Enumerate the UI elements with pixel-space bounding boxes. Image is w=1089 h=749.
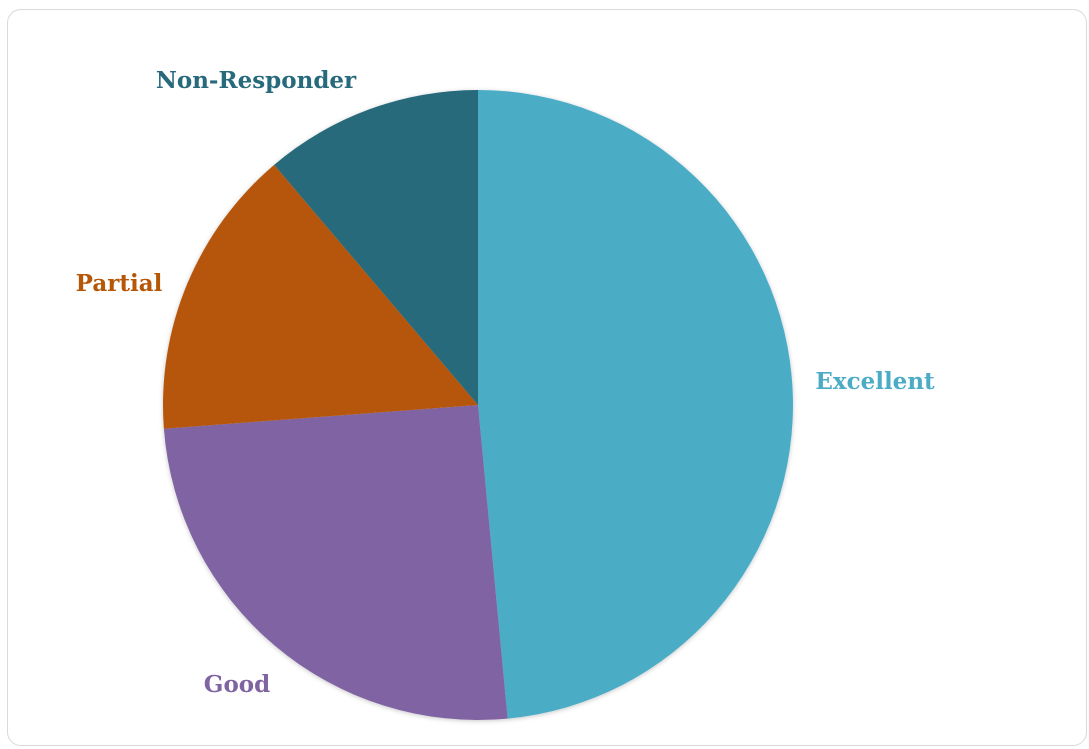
pie-slice-partial — [162, 164, 478, 429]
slice-label-excellent: Excellent — [815, 368, 935, 395]
pie-slices — [162, 90, 793, 720]
pie-labels: Excellent Good Partial Non-Responder — [76, 67, 935, 698]
pie-slice-excellent — [478, 90, 793, 719]
slice-label-partial: Partial — [76, 270, 163, 297]
slice-label-good: Good — [204, 671, 270, 698]
pie-slice-non-responder — [274, 90, 478, 405]
slice-label-non-responder: Non-Responder — [156, 67, 357, 94]
pie-slice-good — [163, 405, 508, 720]
